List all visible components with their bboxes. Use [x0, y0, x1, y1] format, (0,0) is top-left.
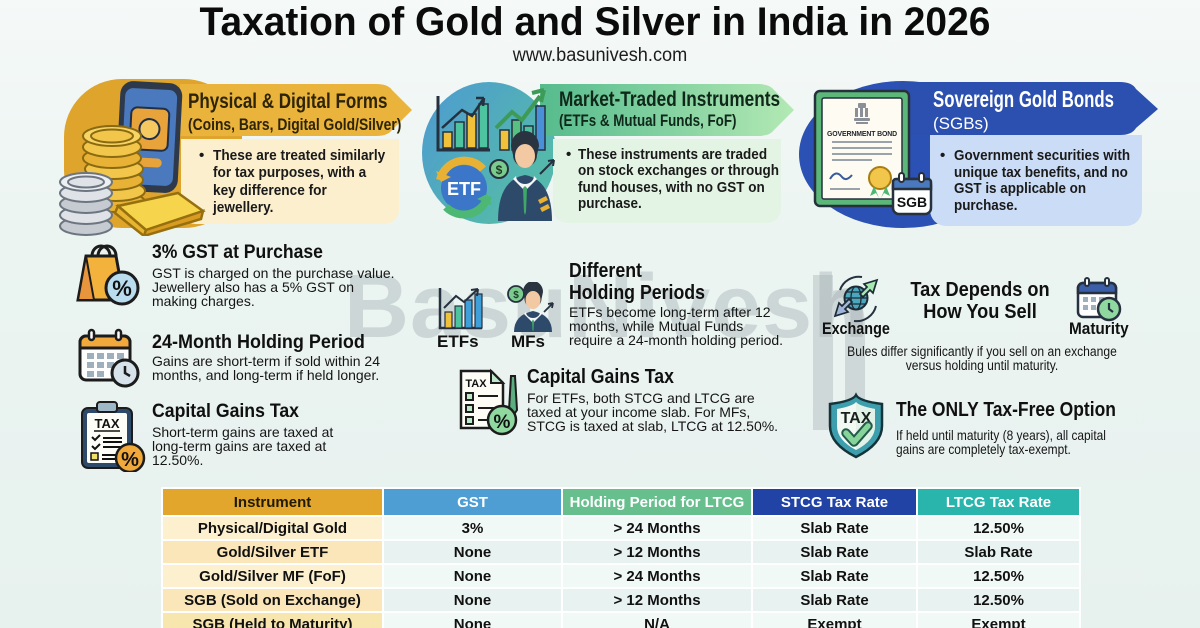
- svg-text:ETF: ETF: [447, 179, 481, 199]
- svg-text:%: %: [121, 449, 139, 471]
- svg-text:GOVERNMENT BOND: GOVERNMENT BOND: [827, 131, 897, 138]
- svg-text:TAX: TAX: [94, 416, 119, 431]
- svg-text:%: %: [112, 276, 132, 301]
- svg-text:SGB: SGB: [897, 194, 927, 210]
- svg-text:TAX: TAX: [841, 410, 872, 427]
- svg-text:$: $: [496, 163, 503, 177]
- svg-text:TAX: TAX: [465, 378, 487, 390]
- svg-text:%: %: [494, 412, 511, 433]
- svg-text:$: $: [513, 290, 519, 301]
